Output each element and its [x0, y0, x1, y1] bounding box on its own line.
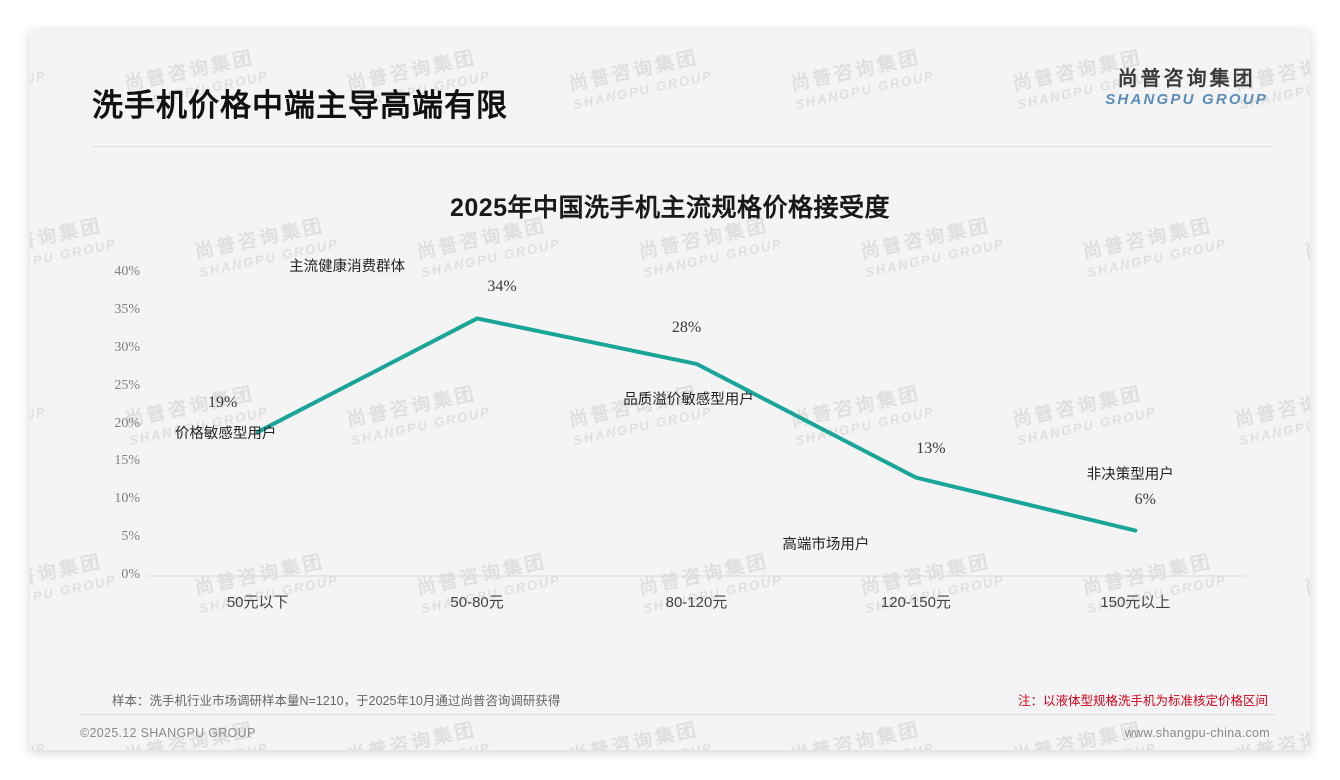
x-axis-tick: 80-120元: [665, 594, 728, 611]
x-axis-tick: 50元以下: [226, 594, 289, 611]
data-point-annotation: 品质溢价敏感型用户: [623, 391, 754, 408]
sample-note: 样本：洗手机行业市场调研样本量N=1210，于2025年10月通过尚普咨询调研获…: [112, 694, 561, 708]
footer-divider: [80, 714, 1275, 715]
plot-svg: [148, 316, 1245, 577]
slide-header: 洗手机价格中端主导高端有限 尚普咨询集团 SHANGPU GROUP: [30, 30, 1310, 123]
y-axis-tick: 0%: [121, 567, 140, 582]
y-axis-tick: 10%: [114, 491, 140, 507]
y-axis-tick: 25%: [114, 377, 140, 393]
y-axis-tick: 5%: [121, 529, 140, 545]
y-axis-tick: 40%: [114, 264, 140, 279]
page-title: 洗手机价格中端主导高端有限: [92, 88, 508, 123]
data-point-value: 6%: [1134, 490, 1156, 508]
notes-row: 样本：洗手机行业市场调研样本量N=1210，于2025年10月通过尚普咨询调研获…: [30, 682, 1310, 716]
line-chart: 40% 35% 30% 25% 20% 15% 10% 5% 0% 50元以下 50-80元 80-…: [30, 30, 1310, 750]
x-axis-tick: 120-150元: [880, 594, 951, 611]
data-point-annotation: 高端市场用户: [782, 536, 870, 553]
data-point-annotation: 价格敏感型用户: [174, 426, 277, 443]
slide-footer: ©2025.12 SHANGPU GROUP www.shangpu-china…: [30, 720, 1310, 750]
data-point-value: 28%: [671, 318, 702, 336]
y-axis-tick: 20%: [114, 415, 140, 431]
website-text: www.shangpu-china.com: [1124, 726, 1270, 740]
brand-logo: 尚普咨询集团 SHANGPU GROUP: [1105, 68, 1268, 109]
series-line: [255, 316, 1138, 533]
brand-name-cn: 尚普咨询集团: [1117, 68, 1256, 90]
y-axis-tick: 30%: [114, 339, 140, 355]
data-point-value: 34%: [487, 278, 517, 296]
x-axis-tick: 50-80元: [450, 594, 504, 611]
header-divider: [92, 146, 1272, 147]
data-point-annotation: 非决策型用户: [1086, 466, 1174, 483]
chart-title: 2025年中国洗手机主流规格价格接受度: [449, 194, 891, 222]
remark-note: 注：以液体型规格洗手机为标准核定价格区间: [1017, 694, 1268, 708]
brand-name-en: SHANGPU GROUP: [1105, 91, 1268, 108]
x-axis-tick: 150元以上: [1100, 594, 1171, 611]
y-axis: 40% 35% 30% 25% 20% 15% 10% 5% 0%: [78, 30, 140, 750]
data-point-annotation: 主流健康消费群体: [289, 259, 406, 276]
data-point-value: 13%: [916, 439, 946, 457]
y-axis-tick: 15%: [114, 453, 140, 469]
y-axis-tick: 35%: [114, 301, 140, 317]
copyright-text: ©2025.12 SHANGPU GROUP: [80, 726, 256, 740]
data-point-value: 19%: [208, 394, 238, 412]
